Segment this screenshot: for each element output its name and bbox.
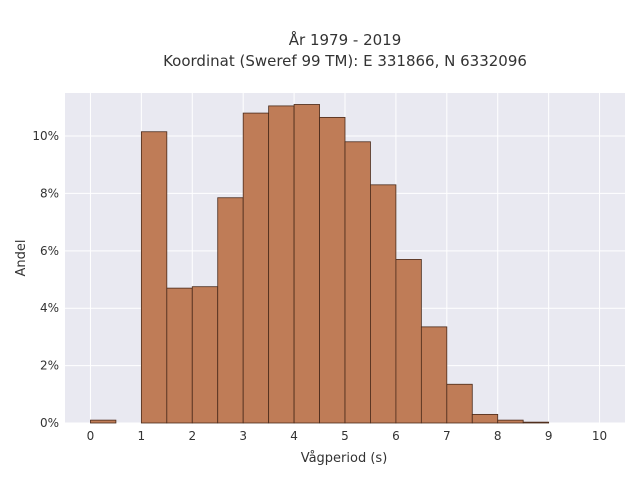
histogram-bar bbox=[471, 413, 499, 424]
histogram-bar bbox=[140, 131, 168, 424]
y-tick-label: 2% bbox=[40, 359, 59, 373]
histogram-bar bbox=[242, 112, 270, 424]
x-tick-label: 10 bbox=[592, 429, 607, 443]
y-axis-label: Andel bbox=[14, 240, 29, 277]
histogram-bars bbox=[90, 104, 550, 424]
histogram-bar bbox=[319, 116, 346, 424]
histogram-bar bbox=[370, 184, 397, 424]
histogram-bar bbox=[191, 286, 219, 424]
y-tick-label: 6% bbox=[40, 244, 59, 258]
x-axis-label: Vågperiod (s) bbox=[301, 451, 388, 466]
y-tick-label: 10% bbox=[32, 129, 59, 143]
histogram-bar bbox=[522, 421, 550, 424]
x-tick-label: 6 bbox=[392, 429, 400, 443]
y-axis-ticks: 0% 2% 4% 6% 8% 10% bbox=[32, 129, 59, 430]
y-tick-label: 4% bbox=[40, 301, 59, 315]
x-tick-label: 0 bbox=[87, 429, 95, 443]
x-tick-label: 3 bbox=[239, 429, 247, 443]
histogram-bar bbox=[268, 105, 295, 424]
histogram-bar bbox=[395, 259, 422, 424]
x-tick-label: 4 bbox=[290, 429, 298, 443]
x-tick-label: 9 bbox=[545, 429, 553, 443]
chart-title-line-1: År 1979 - 2019 bbox=[289, 30, 402, 49]
x-tick-label: 8 bbox=[494, 429, 502, 443]
histogram-bar bbox=[344, 141, 371, 424]
histogram-bar bbox=[166, 287, 193, 424]
histogram-bar bbox=[446, 383, 473, 424]
histogram-bar bbox=[293, 104, 320, 424]
y-tick-label: 0% bbox=[40, 416, 59, 430]
histogram-bar bbox=[217, 197, 244, 424]
histogram-bar bbox=[90, 419, 117, 424]
chart-title-line-2: Koordinat (Sweref 99 TM): E 331866, N 63… bbox=[163, 52, 527, 70]
histogram-bar bbox=[420, 326, 448, 424]
x-tick-label: 2 bbox=[188, 429, 196, 443]
x-axis-ticks: 0 1 2 3 4 5 6 7 8 9 10 bbox=[87, 429, 608, 443]
histogram-bar bbox=[497, 419, 524, 424]
x-tick-label: 1 bbox=[138, 429, 146, 443]
y-tick-label: 8% bbox=[40, 186, 59, 200]
x-tick-label: 5 bbox=[341, 429, 349, 443]
x-tick-label: 7 bbox=[443, 429, 451, 443]
